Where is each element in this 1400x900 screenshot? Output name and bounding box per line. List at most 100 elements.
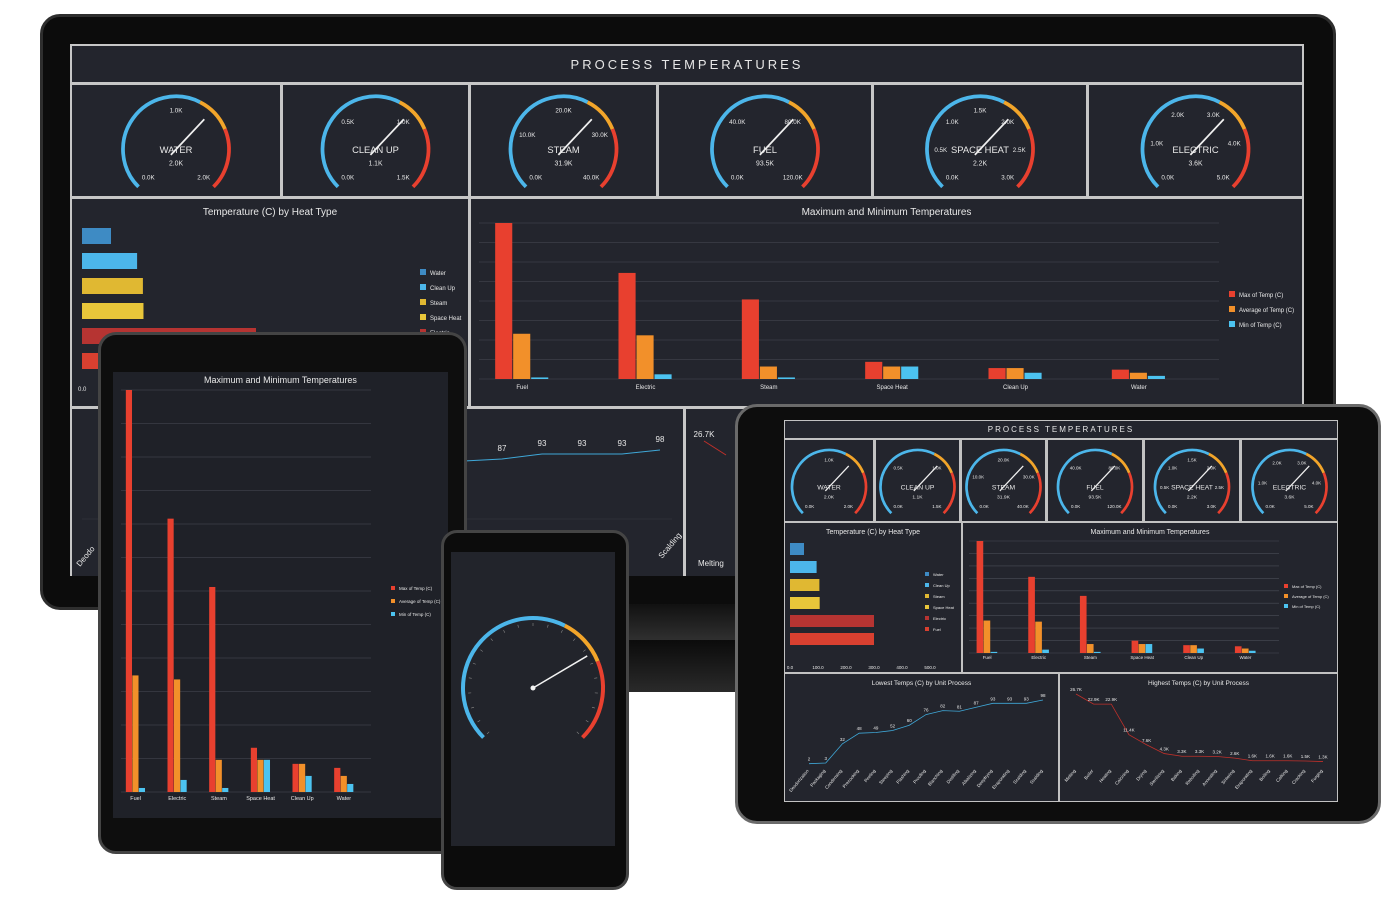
hbar-clean-up <box>790 561 817 573</box>
bar-fuel-2 <box>531 377 549 379</box>
chart-title: Highest Temps (C) by Unit Process <box>1148 680 1250 687</box>
gauge-tick <box>517 624 519 628</box>
gauge-tick-label: 2.0K <box>844 504 853 509</box>
gauge-tick-label: 10.0K <box>519 132 536 139</box>
bar-steam-1 <box>759 366 777 379</box>
gauge-needle <box>1285 465 1310 492</box>
legend-swatch <box>1284 604 1288 608</box>
bar-steam-0 <box>209 586 216 792</box>
axis-tick: 100.0 <box>812 665 824 670</box>
data-label: 4.3K <box>1160 747 1169 752</box>
gauge-arc-high <box>1231 128 1251 189</box>
bar-fuel-0 <box>125 390 133 792</box>
gauge-tick-label: 1.0K <box>1168 465 1177 470</box>
gauge-tick-label: 0.0K <box>1168 504 1177 509</box>
gauge-tick-label: 1.5K <box>397 175 411 182</box>
gauge-name: STEAM <box>992 485 1016 492</box>
bar-water-0 <box>1111 369 1129 379</box>
category-label: Space Heat <box>876 385 908 391</box>
legend-label: Space Heat <box>430 316 462 322</box>
gauge-name: STEAM <box>547 145 579 155</box>
gauge-tick <box>560 629 563 633</box>
gauge-arc-mid <box>1019 452 1039 474</box>
gauge-clean-up: 0.0K 0.5K 1.0K 1.5K CLEAN UP 1.1K <box>320 94 431 189</box>
gauge-arc-high <box>1016 128 1035 189</box>
category-label: Deodo <box>75 544 97 568</box>
bar-water-2 <box>1248 650 1256 653</box>
gauge-arc-mid <box>398 100 427 130</box>
data-label: 7.6K <box>1142 738 1151 743</box>
gauge-tick <box>590 662 594 665</box>
gauge-name: FUEL <box>753 145 777 155</box>
gauge-arc-low <box>508 94 589 189</box>
gauge-tick <box>486 731 490 735</box>
tablet-hbar-panel: Temperature (C) by Heat Type Water Clean U… <box>785 523 961 672</box>
gauge-tick-label: 80.0K <box>785 119 802 126</box>
legend-label: Min of Temp (C) <box>1292 604 1321 609</box>
gauge-needle <box>824 465 850 492</box>
legend-label: Water <box>430 271 446 277</box>
legend-swatch <box>1284 584 1288 588</box>
tablet-lowest-panel: Lowest Temps (C) by Unit Process 2 Deodori… <box>785 674 1058 801</box>
gauge-tick <box>472 662 476 665</box>
axis-tick: 0.0 <box>787 665 794 670</box>
gauge-needle <box>557 118 593 156</box>
bar-electric-2 <box>1042 649 1049 653</box>
category-label: Distilling <box>946 768 961 784</box>
bar-steam-0 <box>1079 595 1087 653</box>
data-label: 60 <box>907 718 913 723</box>
axis-tick: 500.0 <box>924 665 936 670</box>
bar-space-heat-0 <box>250 747 258 792</box>
category-label: Calking <box>1275 768 1289 783</box>
gauge-value: 2.0K <box>169 161 184 168</box>
gauge-arc-low <box>461 616 566 739</box>
gauge-tick-label: 1.0K <box>946 119 960 126</box>
lowest-temps-chart: Lowest Temps (C) by Unit Process 2 Deodori… <box>788 680 1046 793</box>
chart-title: Maximum and Minimum Temperatures <box>802 207 972 218</box>
gauge-needle <box>1187 465 1213 492</box>
gauge-arc-high <box>801 128 820 189</box>
category-label: Reboiling <box>1184 768 1200 786</box>
gauge-tick-label: 0.0K <box>980 504 989 509</box>
bar-clean-up-2 <box>1024 372 1042 379</box>
chart-title: Lowest Temps (C) by Unit Process <box>872 680 972 687</box>
bar-fuel-1 <box>983 620 991 653</box>
gauge-tick <box>477 720 481 723</box>
gauge-arc-mid <box>1111 452 1131 474</box>
data-label: 93 <box>578 439 587 448</box>
category-label: Fuel <box>516 385 528 391</box>
bar-clean-up-1 <box>1190 645 1197 653</box>
data-label: 26.7K <box>694 430 716 439</box>
bar-space-heat-1 <box>1138 644 1146 653</box>
gauge-tick-label: 0.0K <box>894 504 903 509</box>
gauge-arc-mid <box>586 100 615 130</box>
bar-electric-2 <box>654 374 672 379</box>
right-tablet-screen: PROCESS TEMPERATURES 0.0K 1.0K 2.0K WATER 2.… <box>784 420 1338 802</box>
series-line <box>808 699 1044 765</box>
legend-label: Clean Up <box>933 583 950 588</box>
legend-label: Min of Temp (C) <box>1239 323 1282 329</box>
category-label: Electric <box>168 796 186 802</box>
bar-space-heat-2 <box>901 366 919 379</box>
category-label: Forging <box>1310 768 1324 783</box>
bar-steam-1 <box>215 759 222 792</box>
hbar-chart-tablet: Temperature (C) by Heat Type Water Clean U… <box>787 529 955 670</box>
phone-gauge <box>461 616 605 739</box>
bar-water-1 <box>1241 648 1249 653</box>
gauge-tick-label: 2.5K <box>1013 147 1027 154</box>
gauge-value: 2.2K <box>973 161 988 168</box>
bar-clean-up-2 <box>305 775 312 792</box>
tablet-highest-panel: Highest Temps (C) by Unit Process 26.7K Me… <box>1060 674 1337 801</box>
data-label: 1.6K <box>1248 754 1257 759</box>
hbar-space-heat <box>82 303 144 319</box>
series-line <box>463 449 661 462</box>
gauge-tick-label: 4.0K <box>1312 480 1321 485</box>
bar-fuel-2 <box>138 787 146 792</box>
category-label: Clean Up <box>1003 385 1029 391</box>
gauge-arc-low <box>925 94 1005 189</box>
bar-space-heat-0 <box>865 361 883 379</box>
gauge-tick-label: 1.0K <box>397 119 411 126</box>
data-label: 1.6K <box>1265 754 1274 759</box>
bar-clean-up-0 <box>292 763 299 792</box>
data-label: 22.9K <box>1105 697 1117 702</box>
